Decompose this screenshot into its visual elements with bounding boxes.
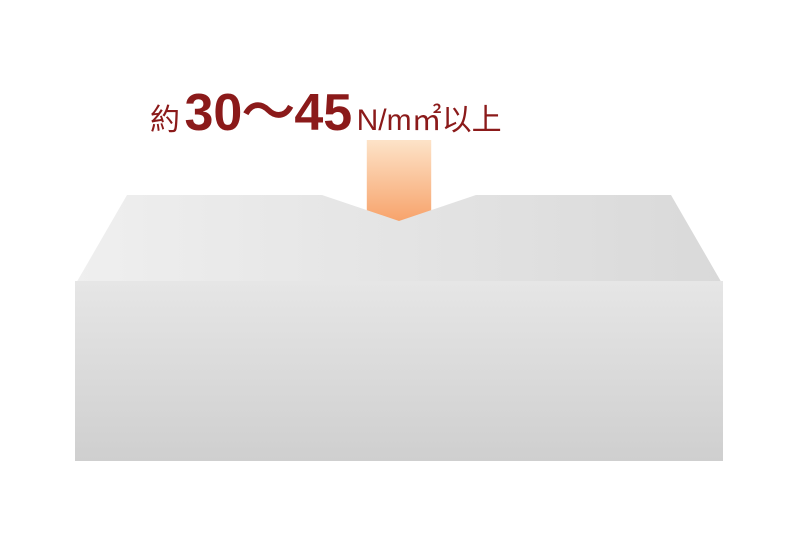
diagram-stage: 約 30 〜 45 N/m㎡ 以上	[0, 0, 796, 533]
caption-prefix: 約	[150, 95, 180, 139]
caption-unit: N/m㎡	[357, 95, 442, 139]
caption-suffix: 以上	[442, 95, 502, 139]
caption-range-high: 45	[294, 83, 352, 143]
strength-caption: 約 30 〜 45 N/m㎡ 以上	[150, 70, 502, 145]
caption-tilde: 〜	[242, 70, 294, 145]
caption-range-low: 30	[184, 83, 242, 143]
block-front-face	[75, 281, 723, 461]
